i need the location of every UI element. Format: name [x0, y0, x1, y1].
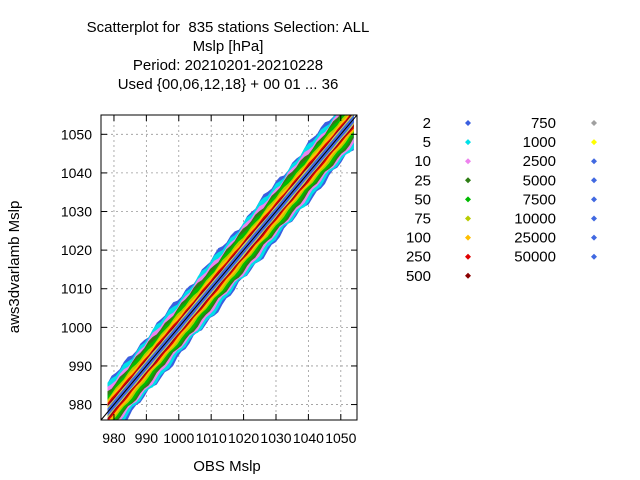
legend-label-7500: 7500	[523, 191, 556, 208]
legend-marker-7500	[591, 196, 597, 203]
legend-label-750: 750	[531, 115, 556, 132]
x-tick-label-0: 980	[102, 430, 126, 446]
legend-marker-1000	[591, 139, 597, 146]
legend-label-50000: 50000	[514, 249, 556, 266]
legend-label-250: 250	[406, 249, 431, 266]
legend-marker-750	[591, 120, 597, 126]
plot-frame	[100, 114, 358, 421]
legend-marker-50000	[591, 253, 597, 260]
legend-label-5: 5	[423, 134, 431, 151]
y-axis-label: aws3dvarlamb Mslp	[6, 201, 23, 334]
legend-label-2: 2	[423, 115, 431, 132]
legend-marker-2500	[591, 158, 597, 165]
legend-marker-5	[465, 139, 471, 146]
y-tick-label-7: 1050	[61, 126, 92, 142]
legend-marker-50	[465, 196, 471, 203]
legend-marker-75	[465, 215, 471, 222]
x-tick-label-3: 1010	[196, 430, 227, 446]
legend-label-500: 500	[406, 268, 431, 285]
title-line-3: Period: 20210201-20210228	[132, 57, 324, 74]
legend-label-25: 25	[414, 172, 431, 189]
x-tick-label-2: 1000	[163, 430, 194, 446]
legend-marker-25	[465, 177, 471, 184]
y-tick-label-4: 1020	[61, 242, 92, 258]
y-tick-label-1: 990	[69, 358, 93, 374]
legend-marker-2	[465, 120, 471, 126]
y-tick-label-5: 1030	[61, 204, 92, 220]
legend-label-2500: 2500	[523, 153, 556, 170]
legend: 2510255075100250500750100025005000750010…	[406, 115, 597, 285]
title-line-2: Mslp [hPa]	[192, 38, 264, 55]
x-axis-ticks: 980 990 1000 1010 1020 1030 1040 1050	[102, 115, 357, 446]
x-tick-label-1: 990	[135, 430, 159, 446]
y-tick-label-6: 1040	[61, 165, 92, 181]
legend-label-5000: 5000	[523, 172, 556, 189]
legend-marker-5000	[591, 177, 597, 184]
legend-label-100: 100	[406, 230, 431, 247]
legend-label-10000: 10000	[514, 211, 556, 228]
legend-marker-10	[465, 158, 471, 165]
y-tick-label-0: 980	[69, 397, 93, 413]
legend-marker-10000	[591, 215, 597, 222]
title-line-1: Scatterplot for 835 stations Selection: …	[86, 19, 370, 36]
legend-label-50: 50	[414, 191, 431, 208]
x-axis-label: OBS Mslp	[193, 458, 261, 475]
x-tick-label-6: 1040	[293, 430, 324, 446]
y-tick-label-2: 1000	[61, 319, 92, 335]
legend-label-75: 75	[414, 211, 431, 228]
x-tick-label-5: 1030	[260, 430, 291, 446]
y-tick-label-3: 1010	[61, 281, 92, 297]
legend-marker-25000	[591, 234, 597, 241]
legend-marker-250	[465, 253, 471, 260]
legend-label-25000: 25000	[514, 230, 556, 247]
scatter-point-cloud	[107, 115, 354, 420]
legend-label-1000: 1000	[523, 134, 556, 151]
x-tick-label-4: 1020	[228, 430, 259, 446]
title-line-4: Used {00,06,12,18} + 00 01 ... 36	[117, 76, 339, 93]
legend-label-10: 10	[414, 153, 431, 170]
x-tick-label-7: 1050	[325, 430, 356, 446]
legend-marker-500	[465, 272, 471, 279]
legend-marker-100	[465, 234, 471, 241]
y-axis-ticks: 980 990 1000 1010 1020 1030 1040 1050	[61, 126, 357, 413]
diagonal-reference-line	[100, 114, 358, 421]
